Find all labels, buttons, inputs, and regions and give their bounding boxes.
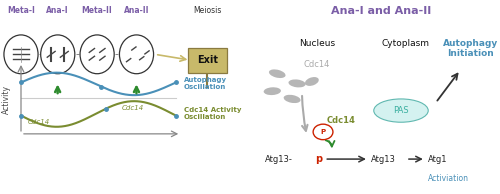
Text: p: p <box>316 154 322 164</box>
Ellipse shape <box>284 95 300 103</box>
Text: Nucleus: Nucleus <box>299 39 335 48</box>
Text: Cdc14: Cdc14 <box>327 116 356 125</box>
Ellipse shape <box>80 35 114 74</box>
Text: Activity: Activity <box>2 85 11 114</box>
Text: PAS: PAS <box>393 106 409 115</box>
Text: Exit: Exit <box>197 55 218 65</box>
Text: Cytoplasm: Cytoplasm <box>382 39 430 48</box>
Ellipse shape <box>269 69 285 78</box>
Text: Cdc14 Activity
Oscillation: Cdc14 Activity Oscillation <box>184 107 242 120</box>
Text: Atg13: Atg13 <box>372 155 396 164</box>
Text: Atg13-: Atg13- <box>265 155 293 164</box>
Text: Autophagy
Oscillation: Autophagy Oscillation <box>184 77 227 90</box>
Text: Meiosis: Meiosis <box>193 6 222 15</box>
Ellipse shape <box>264 87 281 95</box>
FancyBboxPatch shape <box>188 48 227 73</box>
Ellipse shape <box>374 99 428 122</box>
Text: Ana-I: Ana-I <box>46 6 69 15</box>
Text: Ana-I and Ana-II: Ana-I and Ana-II <box>331 6 432 16</box>
Text: Cdc14: Cdc14 <box>304 60 330 69</box>
Ellipse shape <box>40 35 75 74</box>
Text: Atg1: Atg1 <box>428 155 448 164</box>
Text: Meta-I: Meta-I <box>7 6 35 15</box>
Ellipse shape <box>305 77 319 86</box>
Ellipse shape <box>288 79 306 87</box>
Ellipse shape <box>4 35 38 74</box>
Text: Cdc14: Cdc14 <box>28 119 50 125</box>
Ellipse shape <box>120 35 154 74</box>
Text: Activiation: Activiation <box>428 174 469 183</box>
Text: Ana-II: Ana-II <box>124 6 149 15</box>
Circle shape <box>313 124 333 140</box>
Text: P: P <box>320 129 326 135</box>
Text: Cdc14: Cdc14 <box>122 105 144 111</box>
Text: Autophagy
Initiation: Autophagy Initiation <box>442 39 498 58</box>
Text: Meta-II: Meta-II <box>82 6 112 15</box>
